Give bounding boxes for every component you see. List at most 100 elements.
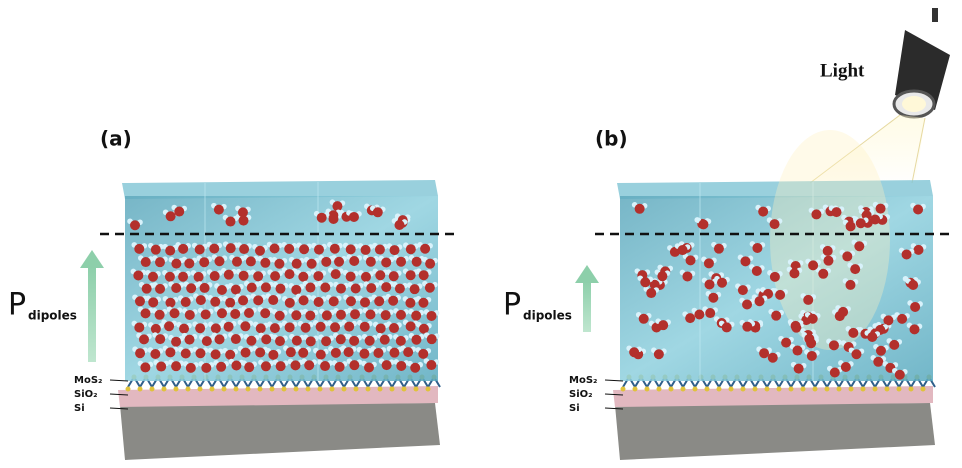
oxygen [808, 314, 818, 324]
oxygen [301, 323, 311, 333]
oxygen [374, 296, 384, 306]
oxygen [170, 308, 180, 318]
oxygen [268, 350, 278, 360]
oxygen [758, 207, 768, 217]
dipole-subscript: dipoles [523, 309, 572, 323]
oxygen [155, 284, 165, 294]
sulfur [210, 387, 215, 392]
oxygen [255, 246, 265, 256]
oxygen [286, 347, 296, 357]
oxygen [246, 256, 256, 266]
oxygen [202, 336, 212, 346]
sulfur [705, 387, 710, 392]
oxygen [200, 283, 210, 293]
oxygen [419, 324, 429, 334]
dipole-arrow-head [80, 250, 104, 268]
oxygen [171, 259, 181, 269]
oxygen [658, 320, 668, 330]
oxygen [194, 272, 204, 282]
oxygen [876, 346, 886, 356]
oxygen [165, 272, 175, 282]
oxygen [803, 295, 813, 305]
oxygen [359, 349, 369, 359]
oxygen [396, 336, 406, 346]
sulfur [825, 387, 830, 392]
oxygen [823, 256, 833, 266]
oxygen [215, 334, 225, 344]
oxygen [845, 280, 855, 290]
oxygen [639, 314, 649, 324]
oxygen [678, 245, 688, 255]
sulfur [354, 387, 359, 392]
oxygen [226, 243, 236, 253]
oxygen [244, 308, 254, 318]
oxygen [306, 336, 316, 346]
oxygen [361, 245, 371, 255]
sulfur [921, 387, 926, 392]
oxygen [419, 270, 429, 280]
oxygen [389, 323, 399, 333]
oxygen [141, 308, 151, 318]
oxygen [334, 257, 344, 267]
oxygen [268, 295, 278, 305]
sulfur [873, 387, 878, 392]
sulfur [222, 387, 227, 392]
oxygen [201, 309, 211, 319]
oxygen [411, 311, 421, 321]
sulfur [282, 387, 287, 392]
oxygen [195, 348, 205, 358]
oxygen [856, 218, 866, 228]
oxygen [165, 347, 175, 357]
oxygen [284, 269, 294, 279]
oxygen [139, 334, 149, 344]
sulfur [318, 387, 323, 392]
oxygen [140, 362, 150, 372]
sulfur [777, 387, 782, 392]
oxygen [410, 284, 420, 294]
oxygen [913, 205, 923, 215]
oxygen [850, 264, 860, 274]
oxygen [135, 296, 145, 306]
sulfur [366, 387, 371, 392]
oxygen [380, 335, 390, 345]
oxygen [299, 295, 309, 305]
oxygen [705, 308, 715, 318]
oxygen [210, 297, 220, 307]
oxygen [717, 278, 727, 288]
oxygen [427, 311, 437, 321]
oxygen [360, 322, 370, 332]
oxygen [390, 245, 400, 255]
oxygen [349, 360, 359, 370]
sulfur [813, 387, 818, 392]
sulfur [897, 387, 902, 392]
oxygen [276, 361, 286, 371]
sulfur [645, 387, 650, 392]
oxygen [336, 334, 346, 344]
oxygen [770, 272, 780, 282]
oxygen [284, 244, 294, 254]
oxygen [330, 244, 340, 254]
layer-label: SiO₂ [569, 389, 593, 400]
oxygen [155, 257, 165, 267]
oxygen [854, 241, 864, 251]
sulfur [909, 387, 914, 392]
oxygen [292, 259, 302, 269]
oxygen [346, 244, 356, 254]
oxygen [224, 270, 234, 280]
oxygen [275, 284, 285, 294]
oxygen [313, 271, 323, 281]
oxygen [411, 335, 421, 345]
oxygen [186, 363, 196, 373]
oxygen [365, 336, 375, 346]
oxygen [646, 288, 656, 298]
oxygen [344, 347, 354, 357]
oxygen [290, 360, 300, 370]
oxygen [178, 272, 188, 282]
sulfur [669, 387, 674, 392]
oxygen [830, 368, 840, 378]
oxygen [873, 357, 883, 367]
oxygen [186, 283, 196, 293]
oxygen [304, 360, 314, 370]
oxygen [241, 348, 251, 358]
oxygen [305, 311, 315, 321]
